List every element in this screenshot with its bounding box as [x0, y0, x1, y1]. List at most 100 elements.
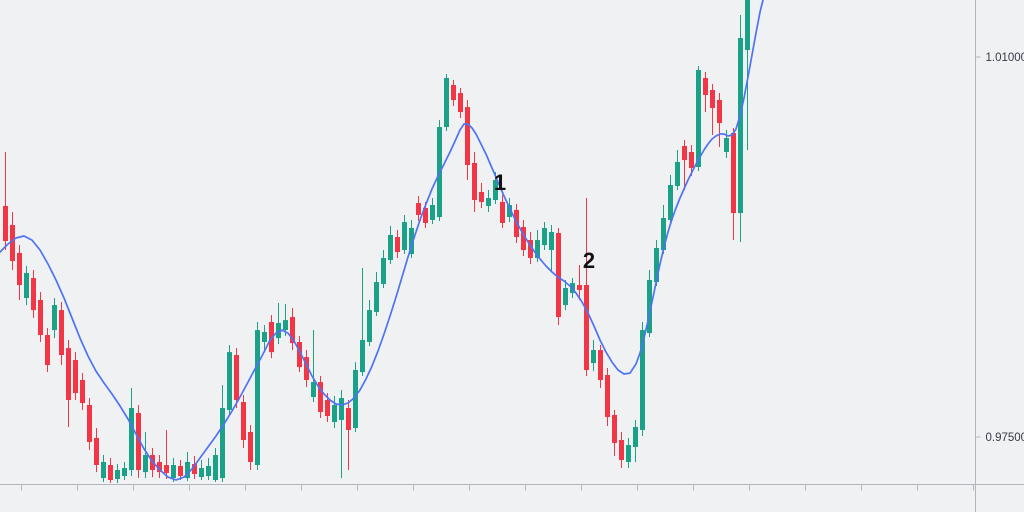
- candle-body: [724, 137, 729, 152]
- candle-body: [339, 398, 344, 420]
- candle-body: [395, 237, 400, 252]
- candle-body: [479, 191, 484, 202]
- candle-body: [507, 204, 512, 218]
- candle-body: [360, 340, 365, 373]
- candle-body: [598, 350, 603, 380]
- candle-body: [738, 38, 743, 214]
- candle-body: [59, 310, 64, 356]
- candle-body: [409, 228, 414, 255]
- candle-body: [472, 162, 477, 200]
- candle-body: [206, 465, 211, 476]
- candle-body: [521, 227, 526, 251]
- candle-body: [297, 342, 302, 368]
- candle-body: [731, 133, 736, 214]
- candle-body: [157, 461, 162, 473]
- candle-body: [402, 222, 407, 251]
- candle-body: [500, 201, 505, 224]
- candle-body: [136, 413, 141, 471]
- candle-body: [367, 310, 372, 342]
- candle-body: [619, 440, 624, 461]
- candle-body: [101, 461, 106, 479]
- candle-body: [129, 408, 134, 471]
- candle-body: [423, 208, 428, 224]
- candle-body: [185, 461, 190, 479]
- candle-body: [318, 382, 323, 413]
- candle-body: [122, 468, 127, 476]
- candle-body: [234, 355, 239, 400]
- candle-body: [430, 204, 435, 220]
- price-axis-label: 0.97500: [986, 432, 1024, 444]
- time-axis[interactable]: [0, 484, 1024, 491]
- candle-body: [24, 272, 29, 299]
- candle-body: [304, 357, 309, 380]
- candle-body: [458, 93, 463, 113]
- candle-body: [17, 252, 22, 285]
- candle-body: [717, 99, 722, 124]
- candle-body: [87, 404, 92, 442]
- candle-body: [248, 432, 253, 462]
- candle-body: [213, 455, 218, 480]
- candle-body: [171, 465, 176, 479]
- candle-body: [199, 468, 204, 478]
- candle-body: [325, 399, 330, 417]
- candle-body: [66, 348, 71, 400]
- candle-body: [346, 408, 351, 430]
- candle-body: [94, 437, 99, 466]
- candle-body: [549, 232, 554, 251]
- candle-body: [626, 445, 631, 462]
- candle-body: [115, 470, 120, 480]
- candle-body: [10, 224, 15, 262]
- candle-body: [451, 85, 456, 100]
- candle-body: [493, 180, 498, 200]
- candle-body: [416, 203, 421, 215]
- candle-body: [675, 161, 680, 186]
- candlestick-series[interactable]: [3, 0, 750, 484]
- moving-average-line: [0, 0, 764, 481]
- candle-body: [486, 198, 491, 206]
- candle-body: [255, 330, 260, 466]
- candle-body: [388, 234, 393, 261]
- annotation-label-1: 1: [494, 170, 506, 195]
- candle-body: [528, 240, 533, 258]
- candle-body: [682, 146, 687, 161]
- candle-body: [696, 70, 701, 167]
- candle-body: [283, 320, 288, 331]
- candle-body: [535, 240, 540, 258]
- candle-body: [584, 285, 589, 371]
- candle-body: [45, 335, 50, 366]
- candle-body: [668, 185, 673, 220]
- candle-body: [80, 380, 85, 404]
- candle-body: [353, 370, 358, 428]
- candle-body: [73, 360, 78, 394]
- price-axis[interactable]: 1.01000 0.97500: [975, 0, 1024, 512]
- candle-body: [332, 404, 337, 423]
- candle-body: [192, 464, 197, 475]
- candle-body: [577, 285, 582, 290]
- candle-body: [178, 465, 183, 476]
- candle-body: [444, 77, 449, 128]
- price-axis-label: 1.01000: [986, 52, 1024, 64]
- candle-body: [745, 0, 750, 51]
- candle-body: [591, 350, 596, 364]
- candle-body: [654, 247, 659, 283]
- candle-body: [52, 305, 57, 331]
- candle-body: [220, 408, 225, 479]
- candle-body: [276, 323, 281, 339]
- candle-body: [143, 455, 148, 473]
- candle-body: [556, 232, 561, 318]
- candle-body: [262, 332, 267, 342]
- candle-body: [38, 299, 43, 336]
- candle-body: [31, 278, 36, 311]
- candle-body: [290, 317, 295, 344]
- candle-body: [164, 465, 169, 474]
- candle-body: [311, 382, 316, 398]
- candle-body: [612, 414, 617, 443]
- candle-body: [374, 282, 379, 313]
- candle-body: [703, 77, 708, 95]
- candle-body: [633, 427, 638, 447]
- candle-body: [542, 228, 547, 246]
- candle-body: [241, 402, 246, 441]
- candle-body: [381, 257, 386, 285]
